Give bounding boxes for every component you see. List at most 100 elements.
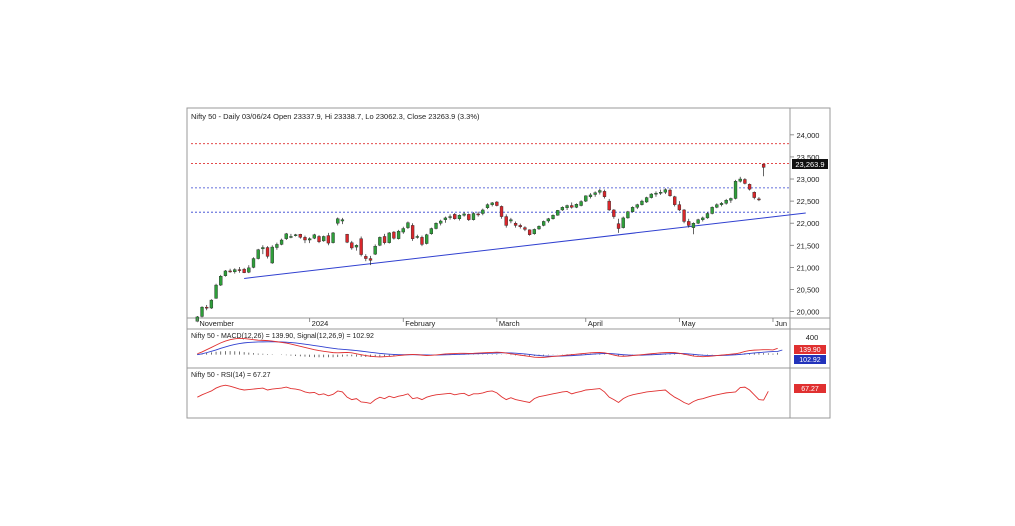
candle-body xyxy=(382,236,387,243)
candle-body xyxy=(523,227,527,230)
candle-body xyxy=(387,232,391,243)
candle-body xyxy=(434,223,438,229)
candle-body xyxy=(279,239,284,245)
candle-body xyxy=(495,201,499,206)
candle-body xyxy=(485,204,490,208)
candle-body xyxy=(368,258,373,261)
candle-body xyxy=(649,193,653,198)
candle-body xyxy=(621,217,625,228)
candle-body xyxy=(626,211,630,219)
candle-body xyxy=(410,225,415,239)
candle-body xyxy=(743,179,747,184)
macd-label-text: Nifty 50 - MACD(12,26) = 139.90, Signal(… xyxy=(191,333,374,340)
candle-body xyxy=(668,189,672,197)
candle-body xyxy=(542,221,546,226)
candle-body xyxy=(612,209,616,217)
candle-body xyxy=(392,231,396,239)
chart-header: Nifty 50 - Daily 03/06/24 Open 23337.9, … xyxy=(191,112,480,121)
candle-body xyxy=(630,207,635,212)
time-axis: November 2024 February March April May Jun xyxy=(196,318,787,328)
macd-label: Nifty 50 - MACD(12,26) = 139.90, Signal(… xyxy=(191,333,374,340)
candle-body xyxy=(265,247,270,257)
candle-body xyxy=(719,203,724,205)
price-tick-label: 23,000 xyxy=(797,175,820,184)
candle-body xyxy=(233,269,237,273)
candle-body xyxy=(691,223,696,228)
rsi-line xyxy=(197,384,769,405)
candle-body xyxy=(471,213,476,220)
candle-body xyxy=(373,245,377,255)
candle-body xyxy=(733,181,738,199)
price-panel-border xyxy=(186,107,831,419)
price-tick-label: 21,000 xyxy=(797,263,820,272)
candle-body xyxy=(200,306,204,317)
price-tick-label: 22,000 xyxy=(797,219,820,228)
candle-body xyxy=(209,299,214,309)
candle-body xyxy=(635,204,639,208)
candle-body xyxy=(532,229,536,235)
candle-body xyxy=(354,245,359,248)
time-tick-label: March xyxy=(499,319,520,328)
horizontal-levels xyxy=(191,143,790,213)
candle-body xyxy=(401,228,405,233)
candle-body xyxy=(724,200,728,204)
candle-body xyxy=(701,217,705,220)
candle-body xyxy=(293,234,298,236)
candle-body xyxy=(673,196,677,205)
candle-body xyxy=(663,189,667,193)
last-price-label-box xyxy=(792,159,828,169)
signal-value-label: 102.92 xyxy=(799,357,821,364)
candle-body xyxy=(457,215,462,219)
candle-body xyxy=(747,184,752,190)
candle-body xyxy=(654,192,658,195)
candle-body xyxy=(476,213,480,216)
candle-body xyxy=(509,219,513,222)
candle-body xyxy=(420,237,424,245)
candle-body xyxy=(256,249,260,259)
candle-body xyxy=(289,236,293,238)
candle-body xyxy=(270,246,274,264)
candle-body xyxy=(453,214,457,219)
candle-body xyxy=(752,192,756,198)
rsi-series xyxy=(197,384,769,405)
candle-body xyxy=(251,258,256,268)
candle-body xyxy=(504,216,508,226)
rsi-panel: Nifty 50 - RSI(14) = 67.27 67.27 xyxy=(191,372,826,405)
candle-body xyxy=(565,205,569,208)
candle-body xyxy=(537,226,541,230)
candle-body xyxy=(710,207,714,214)
last-price-label: 23,263.9 xyxy=(795,160,824,169)
candle-body xyxy=(350,242,354,249)
candle-body xyxy=(429,228,433,235)
candle-body xyxy=(570,205,574,208)
candle-body xyxy=(326,235,331,244)
macd-line xyxy=(197,337,778,358)
trendline xyxy=(244,212,806,279)
rsi-value-label: 67.27 xyxy=(801,386,819,393)
rsi-value-box xyxy=(794,384,826,393)
candle-body xyxy=(378,237,382,246)
candle-body xyxy=(598,190,602,193)
candle-body xyxy=(308,238,312,241)
price-tick-label: 21,500 xyxy=(797,241,820,250)
candle-body xyxy=(738,178,742,182)
candle-body xyxy=(729,198,733,201)
price-axis: 24,000 23,500 23,000 22,500 22,000 21,500 21,0… xyxy=(790,131,819,317)
candle-body xyxy=(584,195,588,202)
signal-value-box xyxy=(794,355,826,364)
candle-body xyxy=(546,218,550,222)
candle-body xyxy=(715,204,719,208)
time-tick-label: May xyxy=(681,319,695,328)
candle-body xyxy=(237,269,242,271)
candle-body xyxy=(659,192,663,194)
candle-body xyxy=(644,197,649,203)
candle-body xyxy=(322,236,326,242)
candle-body xyxy=(705,213,710,219)
candle-body xyxy=(527,229,532,235)
candle-body xyxy=(696,219,700,224)
candle-body xyxy=(214,284,218,299)
time-tick-label: April xyxy=(588,319,603,328)
candle-body xyxy=(757,198,761,201)
candle-body xyxy=(345,234,349,243)
candle-body xyxy=(219,276,223,286)
